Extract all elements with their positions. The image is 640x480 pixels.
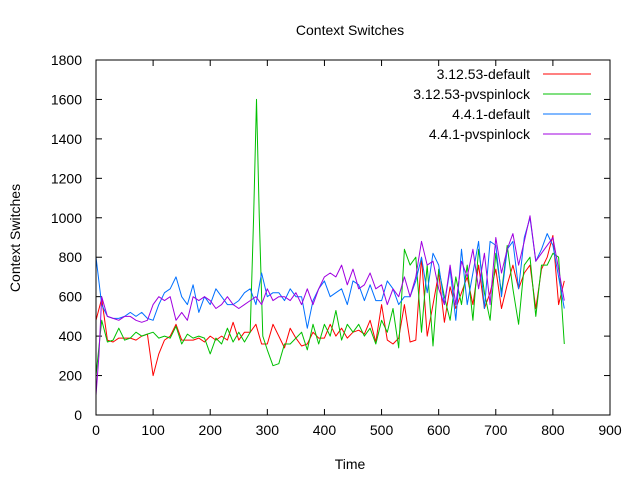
x-tick-label: 700 <box>484 422 508 438</box>
x-tick-label: 300 <box>256 422 280 438</box>
y-tick-label: 600 <box>59 289 83 305</box>
x-tick-label: 0 <box>92 422 100 438</box>
x-tick-label: 900 <box>598 422 622 438</box>
x-tick-label: 400 <box>313 422 337 438</box>
legend-entry-label: 4.4.1-default <box>452 106 530 122</box>
y-tick-label: 1000 <box>51 210 82 226</box>
series-line-3 <box>95 217 565 329</box>
series-line-4 <box>95 215 565 396</box>
chart-title: Context Switches <box>296 22 404 38</box>
y-tick-label: 0 <box>74 407 82 423</box>
x-tick-label: 800 <box>541 422 565 438</box>
y-tick-label: 200 <box>59 368 83 384</box>
x-tick-label: 200 <box>199 422 223 438</box>
legend: 3.12.53-default 3.12.53-pvspinlock 4.4.1-d… <box>413 66 591 142</box>
y-tick-label: 800 <box>59 249 83 265</box>
plot-area <box>95 98 565 396</box>
y-tick-label: 1200 <box>51 170 82 186</box>
y-tick-label: 400 <box>59 328 83 344</box>
x-tick-label: 100 <box>141 422 165 438</box>
series-line-2 <box>95 98 565 376</box>
y-tick-label: 1800 <box>51 52 82 68</box>
x-tick-label: 500 <box>370 422 394 438</box>
y-tick-label: 1400 <box>51 131 82 147</box>
legend-entry-label: 3.12.53-pvspinlock <box>413 86 531 102</box>
x-tick-label: 600 <box>427 422 451 438</box>
x-axis-label: Time <box>335 456 366 472</box>
legend-entry-label: 4.4.1-pvspinlock <box>429 126 531 142</box>
y-axis-label: Context Switches <box>7 184 23 292</box>
plot-frame <box>95 59 611 416</box>
axis-ticks: 0 100 200 300 400 500 600 700 800 900 0 200 400 600 80… <box>51 52 622 438</box>
y-tick-label: 1600 <box>51 91 82 107</box>
legend-entry-label: 3.12.53-default <box>437 66 531 82</box>
